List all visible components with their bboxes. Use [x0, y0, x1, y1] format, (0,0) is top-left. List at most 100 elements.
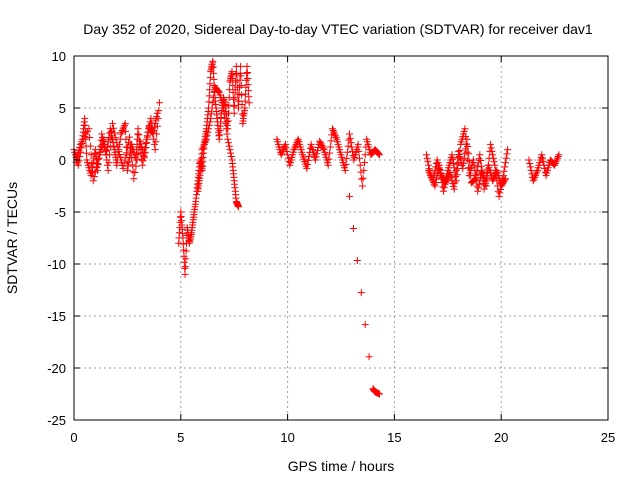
data-point [343, 148, 351, 156]
data-point [452, 173, 460, 181]
data-point [130, 175, 138, 183]
data-point [282, 144, 290, 152]
data-point [440, 187, 448, 195]
data-point [427, 172, 435, 180]
data-point [151, 120, 159, 128]
data-point [206, 86, 214, 94]
data-point [278, 149, 286, 157]
data-point [552, 158, 560, 166]
data-point [479, 174, 487, 182]
data-point [357, 168, 365, 176]
data-point [108, 127, 116, 135]
data-point [150, 123, 158, 131]
data-point [141, 149, 149, 157]
data-point [487, 144, 495, 152]
data-point [238, 91, 246, 99]
data-point [238, 101, 246, 109]
data-point [425, 168, 433, 176]
data-point [375, 151, 383, 159]
data-point [470, 161, 478, 169]
data-point [124, 162, 132, 170]
data-point [374, 149, 382, 157]
data-point [108, 120, 116, 128]
data-point [430, 173, 438, 181]
data-point [431, 182, 439, 190]
data-point [464, 150, 472, 158]
data-point [319, 144, 327, 152]
data-point [98, 133, 106, 141]
data-point [229, 95, 237, 103]
data-point [489, 154, 497, 162]
data-point [532, 170, 540, 178]
data-point [500, 167, 508, 175]
data-point [223, 130, 231, 138]
y-tick-label: -25 [47, 413, 66, 428]
data-point [225, 139, 233, 147]
data-point [475, 155, 483, 163]
grid-lines [74, 56, 608, 420]
data-point [243, 69, 251, 77]
data-point [482, 173, 490, 181]
data-point [200, 142, 208, 150]
data-point [291, 142, 299, 150]
data-point [327, 137, 335, 145]
data-point [501, 159, 509, 167]
data-point [234, 203, 242, 211]
data-point [284, 154, 292, 162]
y-tick-label: -20 [47, 361, 66, 376]
data-point [480, 185, 488, 193]
data-point [180, 258, 188, 266]
data-point [332, 133, 340, 141]
data-point [525, 156, 533, 164]
data-point [279, 146, 287, 154]
data-point [428, 175, 436, 183]
data-point [356, 161, 364, 169]
data-point [215, 88, 223, 96]
data-point [348, 147, 356, 155]
data-point [529, 177, 537, 185]
data-point [222, 120, 230, 128]
data-point [553, 156, 561, 164]
data-point [230, 109, 238, 117]
data-point [231, 94, 239, 102]
data-point [541, 165, 549, 173]
y-axis-label: SDTVAR / TECUs [4, 182, 20, 294]
data-point [341, 166, 349, 174]
chart-title: Day 352 of 2020, Sidereal Day-to-day VTE… [83, 21, 593, 37]
data-point [311, 156, 319, 164]
data-point [527, 166, 535, 174]
data-point [128, 154, 136, 162]
data-point [199, 144, 207, 152]
data-point [231, 101, 239, 109]
data-point [467, 172, 475, 180]
data-point [474, 184, 482, 192]
data-point [113, 138, 121, 146]
data-point [472, 175, 480, 183]
data-point [241, 104, 249, 112]
data-point [120, 159, 128, 167]
data-point [92, 164, 100, 172]
data-point [355, 147, 363, 155]
data-point [118, 128, 126, 136]
data-point [531, 173, 539, 181]
data-point [82, 149, 90, 157]
data-point [81, 114, 89, 122]
x-axis-label: GPS time / hours [288, 458, 395, 474]
data-point [209, 57, 217, 65]
data-point [209, 99, 217, 107]
data-point [181, 264, 189, 272]
x-tick-label: 5 [177, 430, 184, 445]
data-point [227, 149, 235, 157]
data-point [356, 154, 364, 162]
data-point [304, 156, 312, 164]
data-point [243, 68, 251, 76]
data-point [244, 75, 252, 83]
data-point [465, 157, 473, 165]
data-point [138, 161, 146, 169]
data-point [110, 142, 118, 150]
data-point [121, 154, 129, 162]
data-point [232, 78, 240, 86]
data-point [464, 142, 472, 150]
data-point [430, 170, 438, 178]
data-point [202, 135, 210, 143]
